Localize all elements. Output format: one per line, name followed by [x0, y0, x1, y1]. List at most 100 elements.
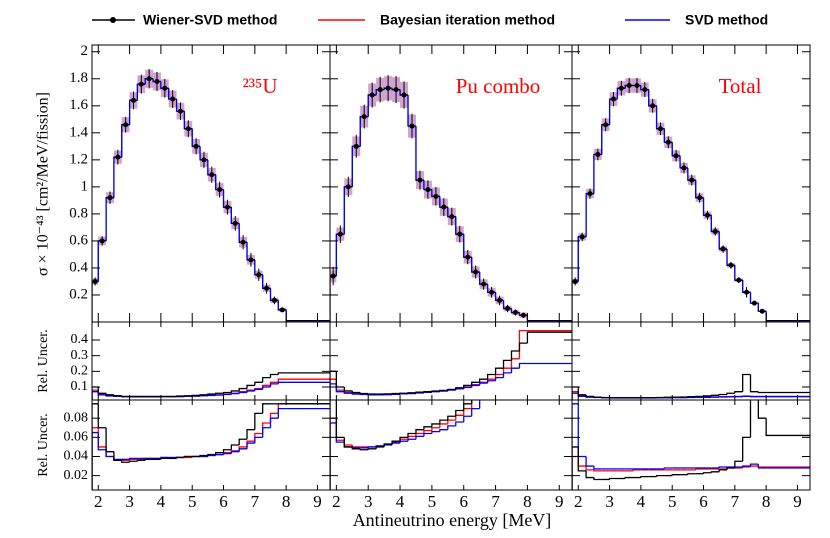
data-point — [497, 297, 503, 303]
step-segment — [105, 197, 114, 241]
step-segment — [718, 393, 728, 396]
step-line — [572, 403, 810, 490]
legend-label: SVD method — [685, 12, 768, 28]
x-tick-label: 5 — [668, 492, 677, 511]
step-segment — [494, 376, 504, 381]
step-segment — [343, 440, 353, 446]
step-segment — [222, 393, 232, 396]
step-segment — [479, 378, 488, 383]
step-segment — [702, 472, 712, 474]
data-point — [162, 85, 168, 91]
x-tick-label: 6 — [699, 492, 708, 511]
x-tick-label: 2 — [332, 492, 341, 511]
y-tick-label: 0.04 — [64, 449, 89, 464]
step-segment — [502, 372, 512, 378]
step-segment — [92, 386, 99, 400]
data-point — [271, 297, 277, 303]
step-segment — [407, 432, 416, 438]
step-line — [330, 400, 473, 490]
step-segment — [463, 415, 472, 423]
step-segment — [518, 362, 528, 369]
step-segment — [572, 391, 579, 400]
step-segment — [593, 153, 602, 194]
data-point — [345, 184, 351, 190]
step-segment — [359, 392, 369, 395]
data-point — [193, 143, 199, 149]
data-point — [441, 204, 447, 210]
data-point — [217, 187, 223, 193]
step-segment — [97, 432, 107, 451]
x-tick-label: 7 — [491, 492, 500, 511]
y-axis-label: σ × 10⁻⁴³ [cm²/MeV/fission] — [35, 92, 52, 276]
panel-label: Pu combo — [456, 74, 541, 98]
data-point — [681, 165, 687, 171]
data-point — [138, 81, 144, 87]
step-segment — [749, 465, 759, 468]
step-segment — [230, 444, 240, 450]
x-tick-label: 5 — [428, 492, 437, 511]
step-segment — [359, 448, 369, 451]
step-segment — [215, 392, 224, 395]
step-segment — [510, 358, 520, 369]
step-segment — [655, 474, 665, 477]
step-segment — [471, 381, 480, 386]
step-segment — [757, 391, 767, 394]
y-axis-label: Rel. Uncer. — [36, 329, 51, 392]
step-segment — [757, 466, 767, 468]
step-segment — [92, 391, 99, 400]
step-segment — [471, 400, 473, 409]
y-tick-label: 1.6 — [69, 97, 88, 113]
data-point — [449, 214, 455, 220]
step-segment — [230, 390, 240, 393]
panel-frame — [91, 399, 331, 491]
step-segment — [439, 390, 448, 392]
x-tick-label: 3 — [605, 492, 614, 511]
step-segment — [479, 400, 481, 409]
data-point — [728, 262, 734, 268]
data-point — [146, 76, 152, 82]
data-point — [264, 285, 270, 291]
panel-frame — [571, 321, 811, 401]
step-segment — [330, 378, 337, 400]
step-segment — [585, 456, 594, 467]
legend-label: Bayesian iteration method — [380, 12, 555, 28]
step-segment — [593, 396, 602, 398]
step-segment — [593, 153, 602, 194]
step-segment — [526, 331, 572, 344]
x-tick-label: 7 — [251, 492, 260, 511]
step-segment — [455, 388, 464, 391]
step-line — [330, 400, 473, 490]
step-segment — [335, 379, 345, 391]
step-segment — [254, 412, 263, 430]
x-tick-label: 4 — [396, 492, 405, 511]
step-segment — [285, 309, 330, 322]
error-bands — [330, 75, 572, 322]
data-point — [689, 177, 695, 183]
step-segment — [431, 391, 440, 393]
step-segment — [726, 467, 735, 470]
step-segment — [632, 469, 641, 471]
step-segment — [447, 389, 456, 392]
step-segment — [486, 380, 496, 384]
y-axis-label: Rel. Uncer. — [36, 413, 51, 476]
step-segment — [572, 446, 579, 490]
data-point — [201, 157, 207, 163]
step-segment — [222, 452, 232, 455]
step-segment — [238, 387, 248, 391]
step-segment — [585, 470, 594, 479]
step-segment — [269, 373, 279, 378]
data-point — [130, 97, 136, 103]
panel-label: ²³⁵U — [242, 74, 277, 98]
step-segment — [351, 390, 361, 394]
data-point — [481, 281, 487, 287]
step-segment — [572, 403, 579, 490]
step-segment — [262, 376, 271, 383]
step-segment — [742, 373, 751, 392]
step-segment — [105, 197, 114, 241]
panel-frame — [571, 399, 811, 491]
step-segment — [246, 390, 255, 393]
step-segment — [423, 429, 432, 434]
data-point — [520, 312, 526, 318]
step-segment — [246, 440, 255, 447]
